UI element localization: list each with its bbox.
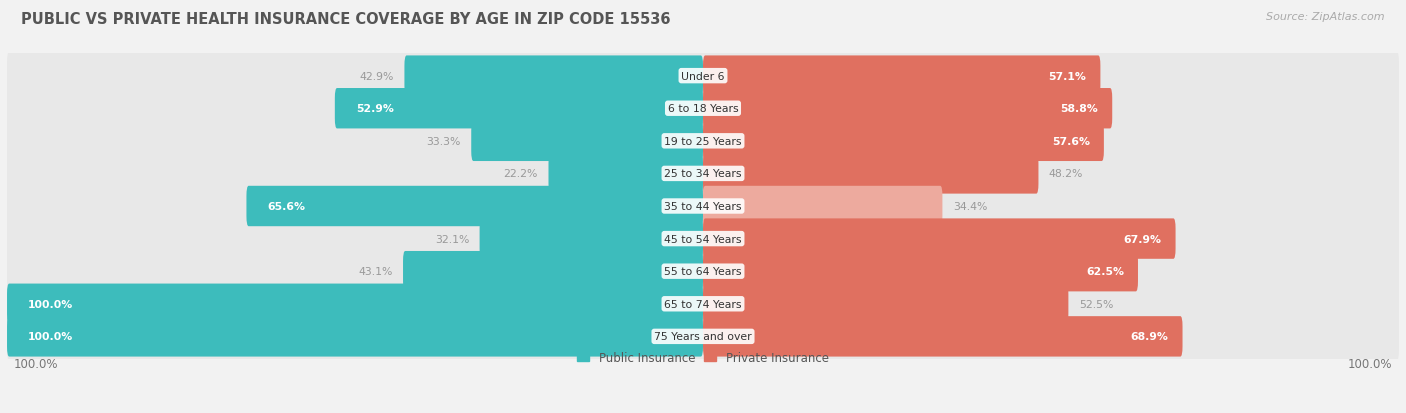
FancyBboxPatch shape [405, 56, 703, 97]
Text: 65 to 74 Years: 65 to 74 Years [664, 299, 742, 309]
FancyBboxPatch shape [703, 89, 1112, 129]
FancyBboxPatch shape [335, 89, 703, 129]
FancyBboxPatch shape [703, 316, 1182, 357]
Text: 22.2%: 22.2% [503, 169, 538, 179]
FancyBboxPatch shape [703, 154, 1039, 194]
Text: Source: ZipAtlas.com: Source: ZipAtlas.com [1267, 12, 1385, 22]
FancyBboxPatch shape [7, 284, 703, 324]
FancyBboxPatch shape [7, 51, 1399, 102]
FancyBboxPatch shape [703, 219, 1175, 259]
Text: 52.5%: 52.5% [1078, 299, 1114, 309]
FancyBboxPatch shape [246, 186, 703, 227]
Text: PUBLIC VS PRIVATE HEALTH INSURANCE COVERAGE BY AGE IN ZIP CODE 15536: PUBLIC VS PRIVATE HEALTH INSURANCE COVER… [21, 12, 671, 27]
FancyBboxPatch shape [7, 181, 1399, 232]
Text: 35 to 44 Years: 35 to 44 Years [664, 202, 742, 211]
Text: 48.2%: 48.2% [1049, 169, 1083, 179]
FancyBboxPatch shape [7, 279, 1399, 330]
Text: 68.9%: 68.9% [1130, 332, 1168, 342]
FancyBboxPatch shape [7, 116, 1399, 167]
Text: 57.6%: 57.6% [1052, 136, 1090, 147]
FancyBboxPatch shape [7, 83, 1399, 134]
Text: 33.3%: 33.3% [426, 136, 461, 147]
FancyBboxPatch shape [479, 219, 703, 259]
Text: Under 6: Under 6 [682, 71, 724, 81]
Text: 6 to 18 Years: 6 to 18 Years [668, 104, 738, 114]
FancyBboxPatch shape [703, 186, 942, 227]
Text: 57.1%: 57.1% [1049, 71, 1087, 81]
Text: 65.6%: 65.6% [267, 202, 305, 211]
FancyBboxPatch shape [703, 252, 1137, 292]
FancyBboxPatch shape [703, 284, 1069, 324]
Text: 32.1%: 32.1% [434, 234, 470, 244]
FancyBboxPatch shape [548, 154, 703, 194]
Text: 100.0%: 100.0% [1347, 357, 1392, 370]
FancyBboxPatch shape [404, 252, 703, 292]
Text: 75 Years and over: 75 Years and over [654, 332, 752, 342]
Legend: Public Insurance, Private Insurance: Public Insurance, Private Insurance [572, 347, 834, 369]
Text: 34.4%: 34.4% [953, 202, 987, 211]
Text: 42.9%: 42.9% [360, 71, 394, 81]
Text: 100.0%: 100.0% [14, 357, 59, 370]
Text: 55 to 64 Years: 55 to 64 Years [664, 266, 742, 277]
FancyBboxPatch shape [7, 316, 703, 357]
FancyBboxPatch shape [471, 121, 703, 161]
Text: 100.0%: 100.0% [28, 299, 73, 309]
FancyBboxPatch shape [7, 246, 1399, 297]
Text: 58.8%: 58.8% [1060, 104, 1098, 114]
FancyBboxPatch shape [7, 311, 1399, 362]
FancyBboxPatch shape [7, 214, 1399, 264]
Text: 25 to 34 Years: 25 to 34 Years [664, 169, 742, 179]
Text: 67.9%: 67.9% [1123, 234, 1161, 244]
FancyBboxPatch shape [703, 121, 1104, 161]
Text: 43.1%: 43.1% [359, 266, 392, 277]
FancyBboxPatch shape [7, 149, 1399, 199]
FancyBboxPatch shape [703, 56, 1101, 97]
Text: 45 to 54 Years: 45 to 54 Years [664, 234, 742, 244]
Text: 100.0%: 100.0% [28, 332, 73, 342]
Text: 52.9%: 52.9% [356, 104, 394, 114]
Text: 19 to 25 Years: 19 to 25 Years [664, 136, 742, 147]
Text: 62.5%: 62.5% [1085, 266, 1123, 277]
